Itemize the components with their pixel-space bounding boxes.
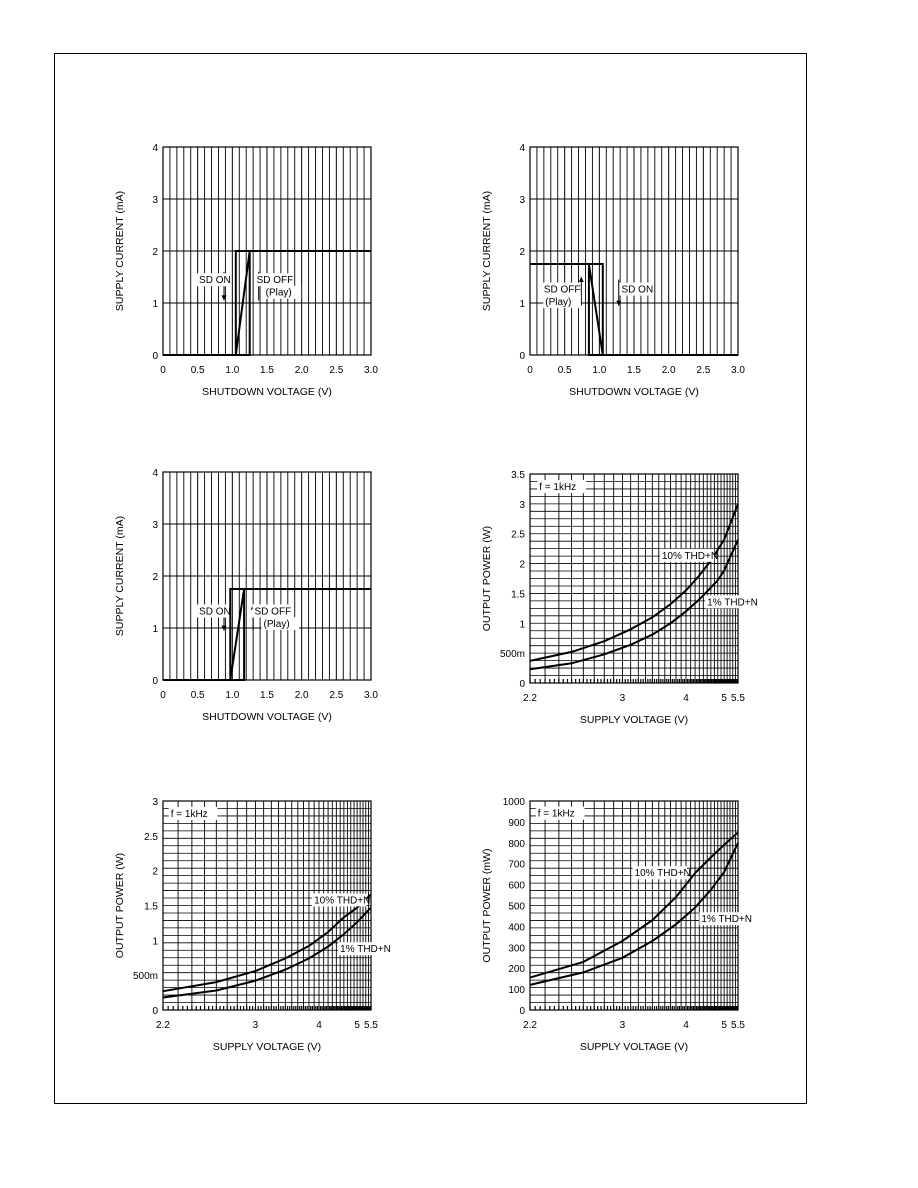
page-frame: [54, 53, 807, 1104]
